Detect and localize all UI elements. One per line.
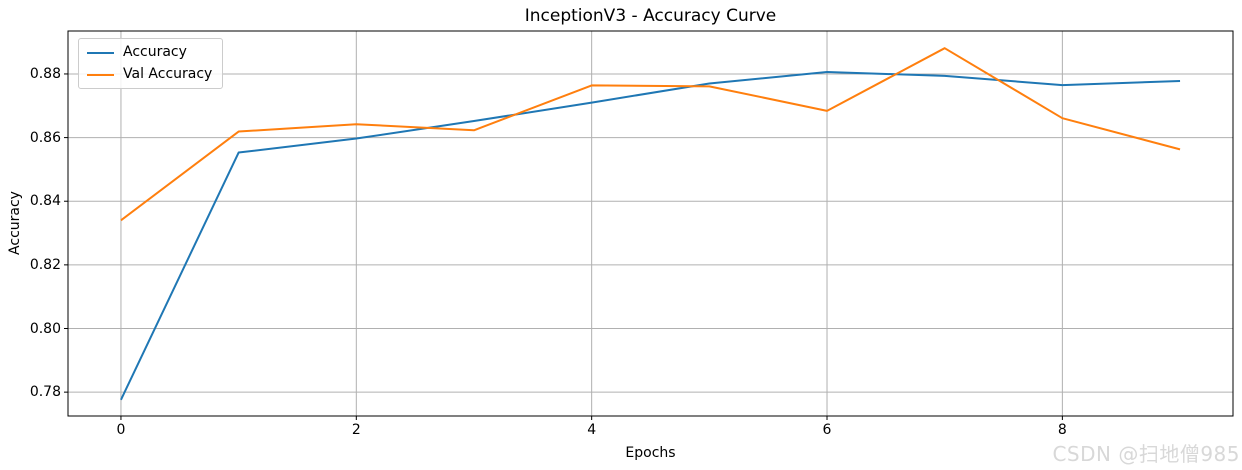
legend-item-accuracy: Accuracy [87,44,212,61]
y-tick-label: 0.80 [29,320,61,337]
y-tick-label: 0.84 [29,193,61,210]
legend-label-accuracy: Accuracy [123,44,187,60]
y-tick-label: 0.86 [29,129,61,146]
legend-line-swatch-accuracy [87,51,114,54]
y-tick-label: 0.82 [29,256,61,273]
legend-label-val-accuracy: Val Accuracy [123,66,213,82]
watermark: CSDN @扫地僧985 [1052,442,1240,466]
x-tick-label: 6 [822,422,832,438]
legend-line-swatch-val-accuracy [87,73,114,76]
legend: Accuracy Val Accuracy [78,38,224,89]
y-tick-label: 0.88 [29,65,61,82]
x-axis-label: Epochs [625,445,676,461]
x-tick-label: 4 [587,422,597,438]
series-line-val-accuracy [120,47,1181,222]
x-tick-label: 8 [1057,422,1067,438]
plot-border [67,30,1234,417]
series-line-accuracy [120,71,1181,401]
y-tick-label: 0.78 [29,384,61,401]
chart-title: InceptionV3 - Accuracy Curve [524,6,777,26]
x-tick-label: 2 [351,422,361,438]
x-tick-label: 0 [116,422,126,438]
legend-item-val-accuracy: Val Accuracy [87,66,212,83]
